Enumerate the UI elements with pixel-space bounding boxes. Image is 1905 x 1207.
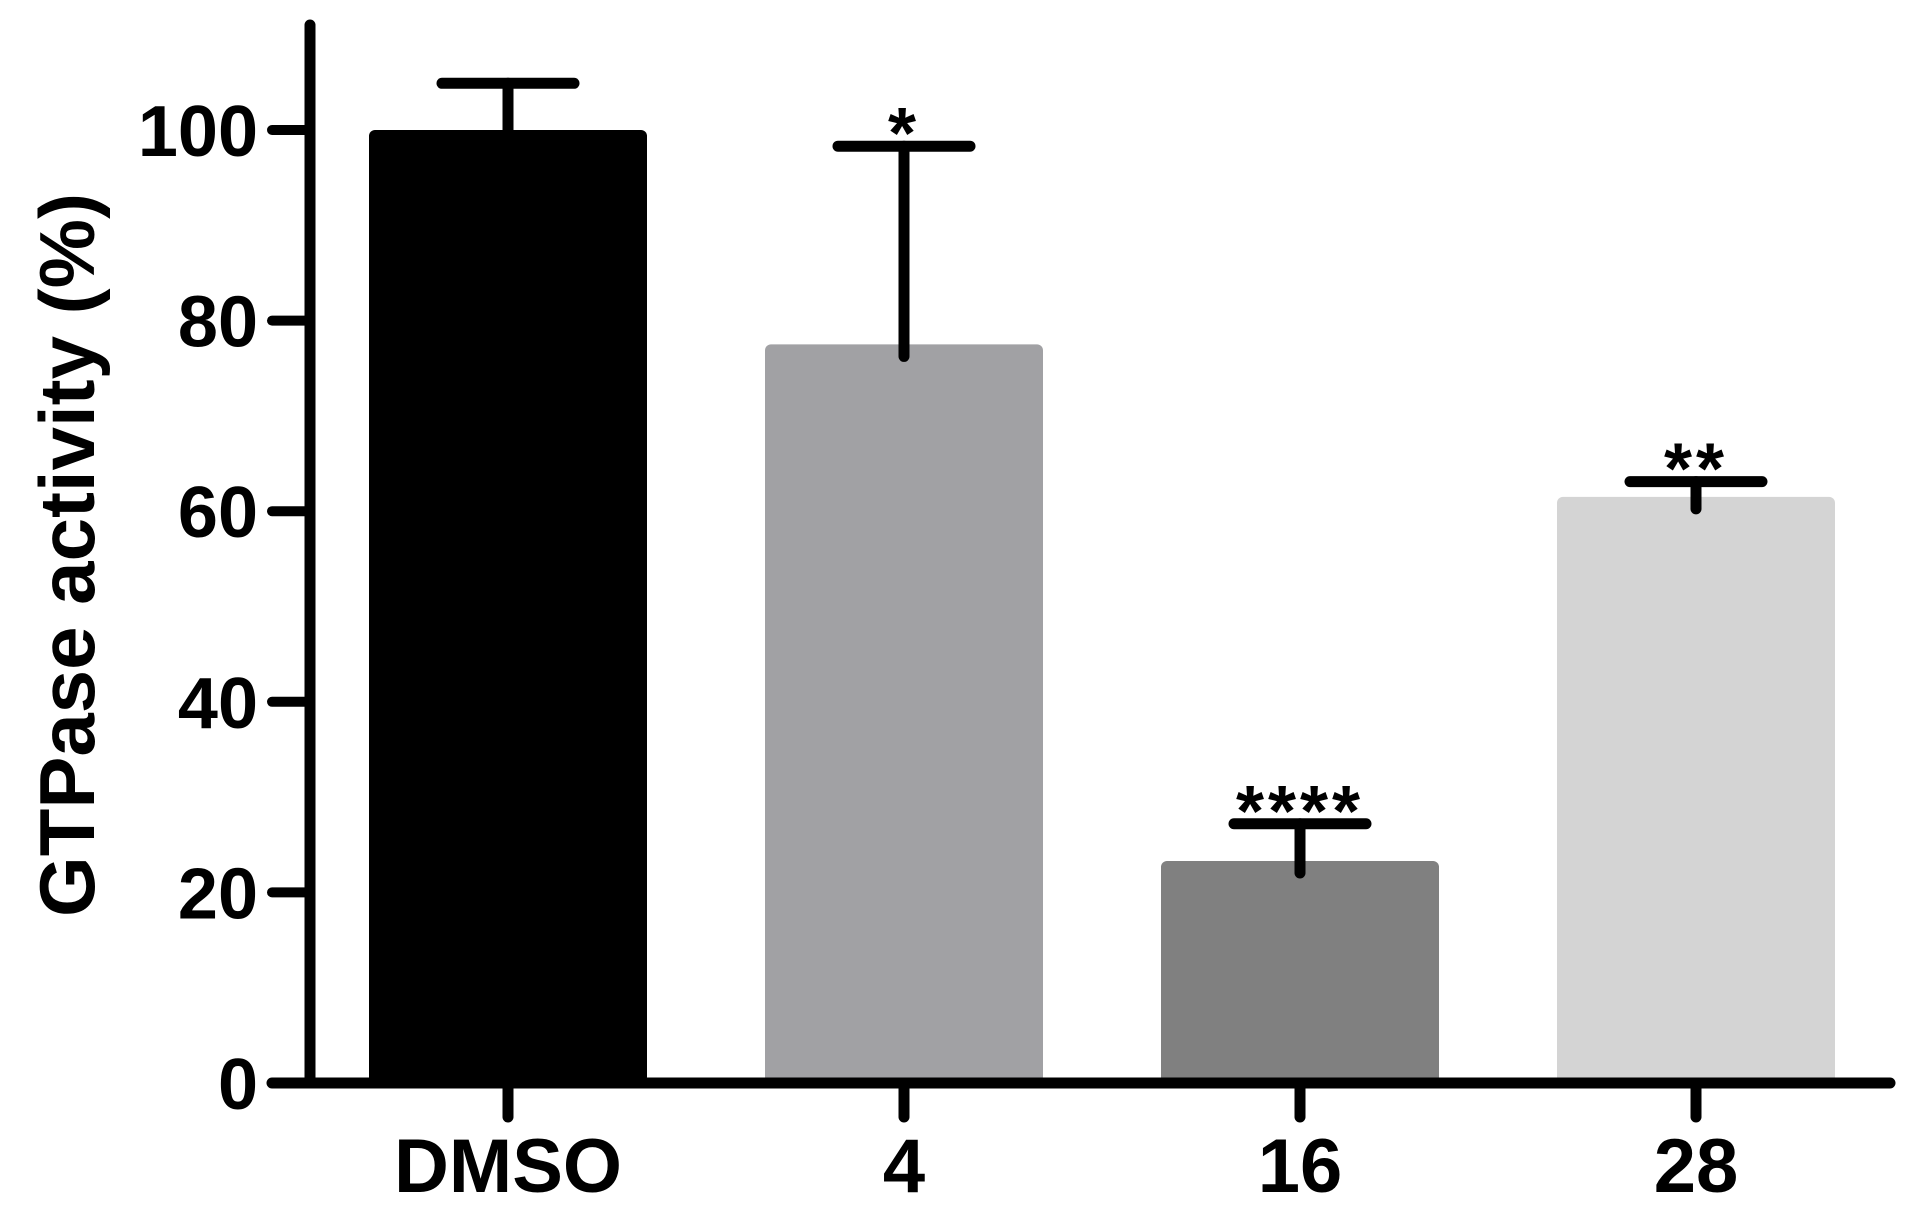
y-tick-label: 40 [178, 664, 258, 744]
significance-label: **** [1236, 772, 1364, 852]
significance-label: * [888, 94, 920, 174]
y-tick-label: 20 [178, 854, 258, 934]
x-category-label: DMSO [394, 1124, 622, 1207]
x-category-label: 4 [883, 1124, 925, 1207]
y-tick-label: 100 [138, 92, 258, 172]
bars-layer [369, 130, 1835, 1083]
x-category-label: 16 [1258, 1124, 1343, 1207]
y-tick-label: 80 [178, 283, 258, 363]
significance-layer: ******* [888, 94, 1728, 852]
y-tick-label: 60 [178, 473, 258, 553]
bar-16 [1161, 860, 1439, 1083]
y-ticks-layer: 0 20 40 60 80 100 [138, 92, 315, 1125]
bar-dmso [369, 130, 647, 1083]
x-ticks-layer: DMSO 4 16 28 [394, 1077, 1739, 1207]
y-axis-title: GTPase activity (%) [23, 193, 111, 917]
axes-layer [266, 19, 1896, 1089]
x-category-label: 28 [1654, 1124, 1739, 1207]
y-tick-label: 0 [218, 1045, 258, 1125]
bar-4 [765, 344, 1043, 1083]
error-bars-layer [436, 77, 1768, 879]
bar-28 [1557, 496, 1835, 1083]
significance-label: ** [1664, 430, 1728, 510]
